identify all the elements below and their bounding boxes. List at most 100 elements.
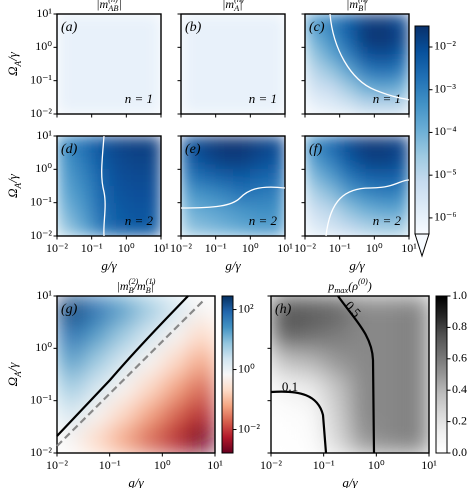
heatmap-cell	[126, 97, 145, 114]
heatmap-cell	[57, 152, 75, 170]
heatmap-cell	[350, 322, 377, 349]
panel-frame	[304, 13, 410, 115]
heatmap-cell	[109, 296, 137, 323]
heatmap-cell	[143, 136, 161, 154]
heatmap-cell	[181, 47, 199, 65]
heatmap-cell	[233, 202, 251, 220]
contour-line	[101, 135, 106, 237]
panel-label: (b)	[185, 20, 202, 35]
heatmap-cell	[374, 219, 393, 236]
heatmap-cell	[374, 64, 393, 82]
x-tick-label: 10⁰	[154, 458, 171, 472]
heatmap-cell	[181, 186, 199, 204]
contour-label: 0.1	[282, 379, 298, 394]
heatmap-cells	[181, 136, 285, 236]
heatmap-cell	[91, 152, 110, 170]
heatmap-cell	[91, 30, 110, 48]
heatmap-cell	[339, 47, 358, 65]
heatmap-cell	[271, 348, 298, 376]
heatmap	[57, 136, 161, 236]
heatmap-cell	[339, 14, 358, 32]
heatmap-cell	[215, 136, 234, 154]
colorbar	[435, 295, 448, 454]
panel-frame	[180, 135, 286, 237]
colorbar-tick-label: 0.2	[452, 413, 467, 427]
heatmap-cell	[126, 152, 145, 170]
panel-label: (c)	[309, 20, 325, 35]
colorbar-tick-label: 10⁻³	[434, 81, 456, 95]
heatmap-cell	[109, 169, 127, 187]
panel-frame	[56, 135, 162, 237]
heatmap-cell	[267, 14, 285, 32]
heatmap-cell	[250, 47, 269, 65]
heatmap-cell	[57, 202, 75, 220]
heatmap-cell	[143, 80, 161, 98]
heatmap-cell	[126, 30, 145, 48]
heatmap-cell	[126, 202, 145, 220]
panel-label: (a)	[61, 20, 78, 35]
heatmap-cell	[391, 64, 409, 82]
colorbar-tick-label: 10⁰	[238, 361, 255, 375]
heatmap-cell	[126, 186, 145, 204]
x-tick-label: 10⁻²	[294, 241, 316, 255]
heatmap-cell	[357, 152, 375, 170]
heatmap-cell	[322, 186, 341, 204]
heatmap-cell	[74, 202, 93, 220]
heatmap-cell	[323, 322, 351, 349]
heatmap-cell	[267, 152, 285, 170]
heatmap-cell	[323, 374, 351, 402]
heatmap-cell	[109, 80, 127, 98]
heatmap-cell	[305, 152, 323, 170]
heatmap-cell	[250, 97, 269, 114]
heatmap-cell	[305, 47, 323, 65]
heatmap-cell	[391, 136, 409, 154]
heatmap-cell	[215, 80, 234, 98]
panel-title: pmax(ρ(0))	[327, 277, 371, 295]
heatmap-cell	[271, 374, 298, 402]
x-tick-label: 10¹	[401, 241, 417, 255]
x-tick-label: 10⁻²	[46, 458, 68, 472]
heatmap-cell	[57, 400, 84, 428]
panel-label: (d)	[61, 142, 78, 157]
panel-title: |m(n)B|	[346, 0, 368, 13]
heatmap-cell	[391, 219, 409, 236]
heatmap-cell	[57, 374, 84, 402]
heatmap-cell	[250, 136, 269, 154]
heatmap-cell	[233, 14, 251, 32]
panel-frame	[304, 135, 410, 237]
y-tick-label: 10⁰	[35, 161, 52, 175]
heatmap-cell	[402, 374, 429, 402]
heatmap-cell	[357, 136, 375, 154]
x-axis-label: g/γ	[128, 475, 144, 488]
heatmap-cell	[267, 202, 285, 220]
heatmap-cell	[91, 219, 110, 236]
heatmap-cell	[74, 136, 93, 154]
heatmap-cells	[181, 14, 285, 114]
panel-frame	[180, 13, 286, 115]
heatmap-cell	[74, 186, 93, 204]
panel-frame	[270, 295, 430, 454]
heatmap-cell	[188, 348, 215, 376]
heatmap-cell	[305, 169, 323, 187]
panel-title: |m(n)A|	[222, 0, 244, 13]
y-tick-label: 10⁰	[35, 340, 52, 354]
colorbar-tick-label: 10⁻²	[434, 39, 456, 53]
heatmap	[271, 296, 429, 453]
heatmap-cell	[271, 322, 298, 349]
y-axis-label: ΩA/γ	[5, 173, 23, 198]
heatmap-cell	[305, 97, 323, 114]
panel-title: |m(2) B/m(1) B|	[117, 277, 156, 295]
heatmap-cell	[57, 64, 75, 82]
heatmap-cell	[323, 348, 351, 376]
heatmap-cell	[109, 47, 127, 65]
heatmap-cell	[322, 136, 341, 154]
y-tick-label: 10¹	[36, 128, 52, 142]
colorbar	[414, 25, 430, 235]
heatmap-cell	[109, 186, 127, 204]
heatmap-cell	[391, 152, 409, 170]
heatmap-cell	[143, 169, 161, 187]
x-tick-label: 10¹	[153, 241, 169, 255]
heatmap-cell	[250, 186, 269, 204]
